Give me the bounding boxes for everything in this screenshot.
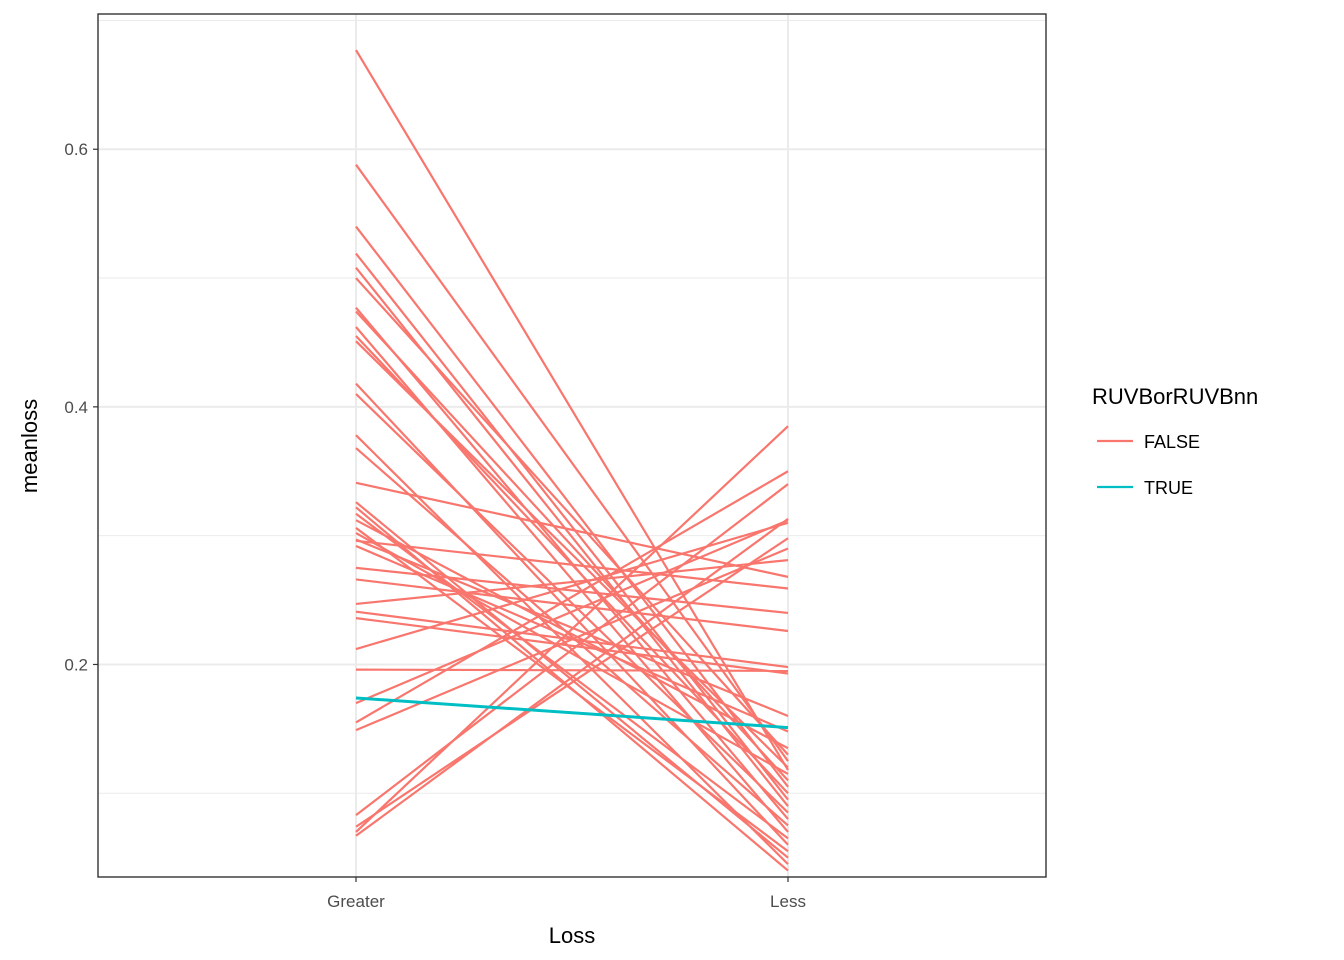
- series-line-false: [355, 668, 789, 673]
- series-line-false: [355, 539, 789, 590]
- series-line-false: [355, 559, 789, 606]
- series-line-false: [355, 225, 789, 788]
- legend-label-true: TRUE: [1144, 478, 1193, 498]
- series-line-false: [355, 519, 789, 750]
- series-line-false: [355, 566, 789, 615]
- series-line-true: [355, 696, 789, 730]
- series-line-false: [355, 277, 789, 756]
- series-line-false: [355, 532, 789, 775]
- series-line-false: [355, 547, 789, 732]
- series-line-false: [355, 470, 789, 724]
- legend-label-false: FALSE: [1144, 432, 1200, 452]
- series-line-false: [355, 382, 789, 846]
- x-tick-label: Greater: [327, 892, 385, 911]
- series-line-false: [355, 519, 789, 705]
- series-line-false: [355, 527, 789, 853]
- plot-panel-border: [97, 13, 1047, 878]
- y-axis-title: meanloss: [17, 399, 42, 493]
- series-line-false: [355, 164, 789, 762]
- series-line-false: [355, 393, 789, 814]
- x-tick-label: Less: [770, 892, 806, 911]
- grid-lines: [98, 14, 1046, 877]
- x-axis-title: Loss: [549, 923, 595, 948]
- series-line-false: [355, 481, 789, 578]
- legend-title: RUVBorRUVBnn: [1092, 384, 1258, 409]
- series-line-false: [355, 521, 789, 651]
- series-line-false: [355, 310, 789, 782]
- y-tick-label: 0.6: [64, 140, 88, 159]
- series-line-false: [355, 537, 789, 828]
- series-line-false: [355, 518, 789, 837]
- series-line-false: [355, 578, 789, 633]
- series-line-false: [355, 49, 789, 771]
- series-line-false: [355, 425, 789, 833]
- plot-panel-background: [98, 14, 1046, 877]
- y-tick-label: 0.4: [64, 398, 88, 417]
- series-line-false: [355, 483, 789, 817]
- series-line-false: [355, 340, 789, 769]
- series-lines: [355, 49, 789, 872]
- series-line-false: [355, 252, 789, 801]
- axes: 0.2 0.4 0.6 Greater Less: [64, 140, 806, 911]
- y-tick-label: 0.2: [64, 655, 88, 674]
- legend: RUVBorRUVBnn FALSE TRUE: [1092, 384, 1258, 498]
- series-line-false: [355, 447, 789, 827]
